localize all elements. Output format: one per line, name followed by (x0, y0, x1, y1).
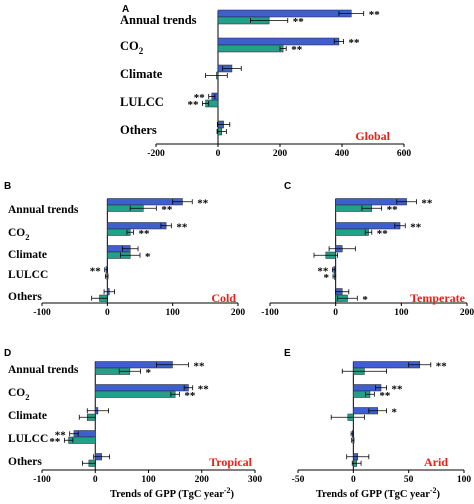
significance-marker: ** (410, 221, 422, 233)
category-label-climate-a: Climate (120, 67, 163, 81)
category-label-others-d: Others (8, 456, 42, 468)
significance-marker: ** (90, 265, 102, 277)
significance-marker: ** (291, 44, 303, 56)
panel-a: A Annual trends CO2 Climate LULCC Others… (120, 4, 411, 159)
x-tick-label: 50 (404, 475, 414, 485)
significance-marker: ** (184, 390, 196, 402)
plot-area-b: -100 0 100 200*********** (33, 197, 245, 318)
x-tick-label: 400 (335, 149, 350, 159)
panel-d: D Annual trends CO2 Climate LULCC Others… (4, 348, 262, 500)
region-label-arid: Arid (424, 455, 448, 469)
x-axis-title-d: Trends of GPP (TgC year-2) (110, 486, 235, 500)
significance-marker: * (362, 294, 368, 306)
x-tick-label: 0 (93, 475, 98, 485)
significance-marker: * (324, 272, 330, 284)
significance-marker: ** (421, 197, 433, 209)
category-label-lulcc-a: LULCC (120, 95, 164, 109)
significance-marker: ** (379, 390, 391, 402)
plot-area-a: -200 0 200 400 600************ (147, 9, 411, 159)
x-tick-label: -100 (33, 475, 51, 485)
region-label-temperate: Temperate (410, 291, 466, 305)
bar-series-2 (95, 390, 176, 398)
significance-marker: ** (436, 360, 448, 372)
plot-area-c: -100 0 100 200************ (261, 197, 474, 318)
plot-area-e: -50 0 50 100******* (292, 360, 472, 485)
bar-series-1 (335, 222, 401, 230)
x-tick-label: 300 (248, 475, 263, 485)
significance-marker: * (392, 406, 398, 418)
significance-marker: ** (369, 9, 381, 21)
x-tick-label: -100 (261, 308, 279, 318)
significance-marker: ** (176, 221, 188, 233)
x-tick-label: 600 (397, 149, 412, 159)
significance-marker: ** (49, 436, 61, 448)
category-label-lulcc-b: LULCC (8, 269, 48, 281)
x-tick-label: 100 (394, 308, 409, 318)
panel-label-d: D (4, 348, 11, 359)
significance-marker: ** (188, 99, 200, 111)
category-label-co2-d: CO2 (8, 387, 30, 402)
significance-marker: ** (392, 383, 404, 395)
significance-marker: ** (198, 383, 210, 395)
category-label-annual-trends-d: Annual trends (8, 364, 79, 376)
significance-marker: ** (138, 228, 150, 240)
significance-marker: ** (377, 228, 389, 240)
x-tick-label: 100 (457, 475, 472, 485)
bar-series-1 (217, 37, 340, 46)
x-tick-label: -200 (147, 149, 165, 159)
significance-marker: ** (161, 204, 173, 216)
significance-marker: ** (317, 265, 329, 277)
x-tick-label: 100 (166, 308, 181, 318)
x-tick-label: 200 (195, 475, 210, 485)
significance-marker: * (146, 367, 152, 379)
x-axis-title-e: Trends of GPP (TgC year-2) (316, 486, 441, 500)
bar-series-1 (95, 384, 189, 392)
x-tick-label: -100 (33, 308, 51, 318)
category-label-climate-d: Climate (8, 410, 47, 422)
significance-marker: * (145, 251, 151, 263)
panel-b: B Annual trends CO2 Climate LULCC Others… (4, 181, 245, 318)
panel-label-a: A (122, 4, 129, 15)
significance-marker: ** (293, 16, 305, 28)
category-label-lulcc-d: LULCC (8, 433, 48, 445)
significance-marker: ** (193, 360, 205, 372)
significance-marker: ** (197, 197, 209, 209)
region-label-cold: Cold (211, 291, 236, 305)
x-tick-label: 0 (105, 308, 110, 318)
category-label-climate-b: Climate (8, 249, 47, 261)
significance-marker: ** (387, 204, 399, 216)
panel-label-c: C (284, 181, 291, 192)
category-label-others-b: Others (8, 291, 42, 303)
x-tick-label: 0 (216, 149, 221, 159)
category-label-annual-trends-a: Annual trends (120, 13, 197, 27)
bar-series-2 (335, 228, 369, 236)
x-tick-label: 200 (231, 308, 246, 318)
x-tick-label: 100 (141, 475, 156, 485)
bar-series-1 (107, 222, 167, 230)
x-tick-label: 200 (273, 149, 288, 159)
x-tick-label: 0 (351, 475, 356, 485)
panel-label-e: E (284, 348, 291, 359)
panel-e: E -50 0 50 100******* Arid Trends of GPP (T… (284, 348, 471, 500)
region-label-tropical: Tropical (209, 455, 253, 469)
panel-c: C -100 0 100 200************ Temperate (261, 181, 474, 318)
x-tick-label: -50 (292, 475, 305, 485)
category-label-others-a: Others (120, 123, 157, 137)
x-tick-label: 0 (333, 308, 338, 318)
category-label-co2-a: CO2 (120, 39, 144, 56)
category-label-co2-b: CO2 (8, 227, 30, 242)
category-label-annual-trends-b: Annual trends (8, 204, 79, 216)
region-label-global: Global (355, 129, 390, 143)
bar-series-2 (217, 44, 284, 53)
significance-marker: ** (194, 92, 206, 104)
plot-area-d: -100 0 100 200 300*********** (33, 360, 262, 485)
bar-series-1 (217, 9, 352, 18)
significance-marker: ** (55, 429, 67, 441)
panel-label-b: B (4, 181, 11, 192)
x-tick-label: 200 (460, 308, 474, 318)
significance-marker: ** (349, 37, 361, 49)
